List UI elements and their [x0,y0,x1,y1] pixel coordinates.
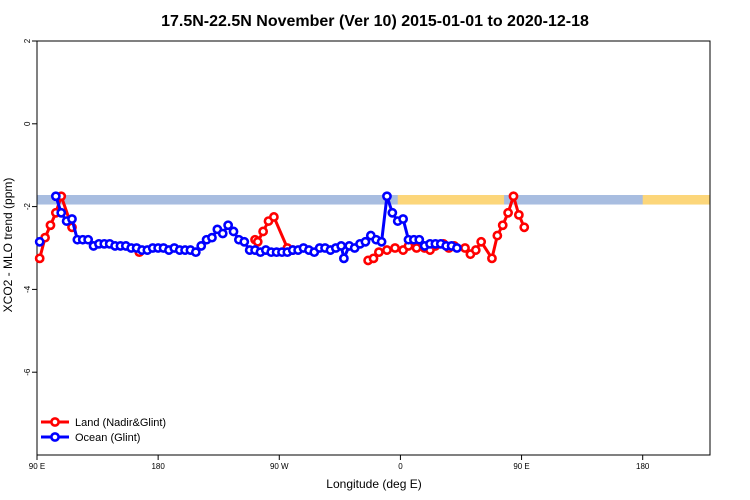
land-segment [397,195,505,205]
data-point [83,234,94,245]
data-point [196,241,207,251]
data-point [223,220,234,231]
land-segment [642,195,710,205]
x-axis: 90 E 180 90 W 0 90 E 180 [29,455,650,471]
data-point [492,230,503,241]
plot-frame [36,40,711,456]
series-ocean [34,191,462,264]
data-point [382,191,392,202]
chart-title: 17.5N-22.5N November (Ver 10) 2015-01-01… [161,13,589,30]
legend: Land (Nadir&Glint) Ocean (Glint) [41,417,166,444]
data-point [360,236,371,247]
data-point [338,253,349,264]
data-point [497,220,508,231]
legend-label: Land (Nadir&Glint) [75,417,166,429]
data-point [452,243,462,253]
x-tick-label: 90 E [29,462,45,471]
y-tick-label: -4 [23,285,32,293]
data-point [382,245,392,255]
x-tick-label: 90 W [270,462,289,471]
y-axis: 2 0 -2 -4 -6 [23,38,37,376]
data-point [207,232,217,243]
legend-marker [50,432,60,442]
data-point [67,214,77,224]
data-point [239,236,250,247]
data-point [34,253,45,264]
data-point [398,214,409,224]
data-point [336,241,347,251]
data-point [252,236,263,247]
data-point [45,220,56,231]
y-tick-label: 0 [23,121,32,126]
x-tick-label: 0 [398,462,403,471]
y-axis-label: XCO2 - MLO trend (ppm) [1,178,15,313]
data-point [376,236,387,247]
data-point [487,253,497,264]
data-point [217,228,228,239]
y-tick-label: -2 [23,202,32,210]
data-point [387,207,398,218]
data-point [503,207,513,218]
x-axis-label: Longitude (deg E) [326,477,421,491]
y-tick-label: 2 [23,38,32,43]
y-tick-label: -6 [23,368,32,376]
data-point [368,253,379,264]
legend-marker [50,417,60,427]
data-point [268,212,279,222]
x-tick-label: 180 [636,462,650,471]
data-point [513,209,524,220]
ocean-strip [37,195,710,205]
legend-label: Ocean (Glint) [75,432,140,444]
data-point [390,243,400,253]
data-point [414,234,425,245]
data-point [508,191,519,202]
plot-box [36,40,711,456]
x-tick-label: 90 E [513,462,529,471]
data-point [411,243,422,253]
data-point [34,236,45,247]
data-point [470,245,481,255]
data-point [476,236,487,247]
data-point [258,226,269,237]
data-point [519,222,530,233]
data-point [373,247,384,258]
data-point [56,207,67,218]
data-point [228,226,239,237]
x-tick-label: 180 [151,462,165,471]
data-point [190,247,201,258]
land-ocean-strip [37,195,710,205]
data-series [34,191,530,266]
data-point [50,191,61,202]
